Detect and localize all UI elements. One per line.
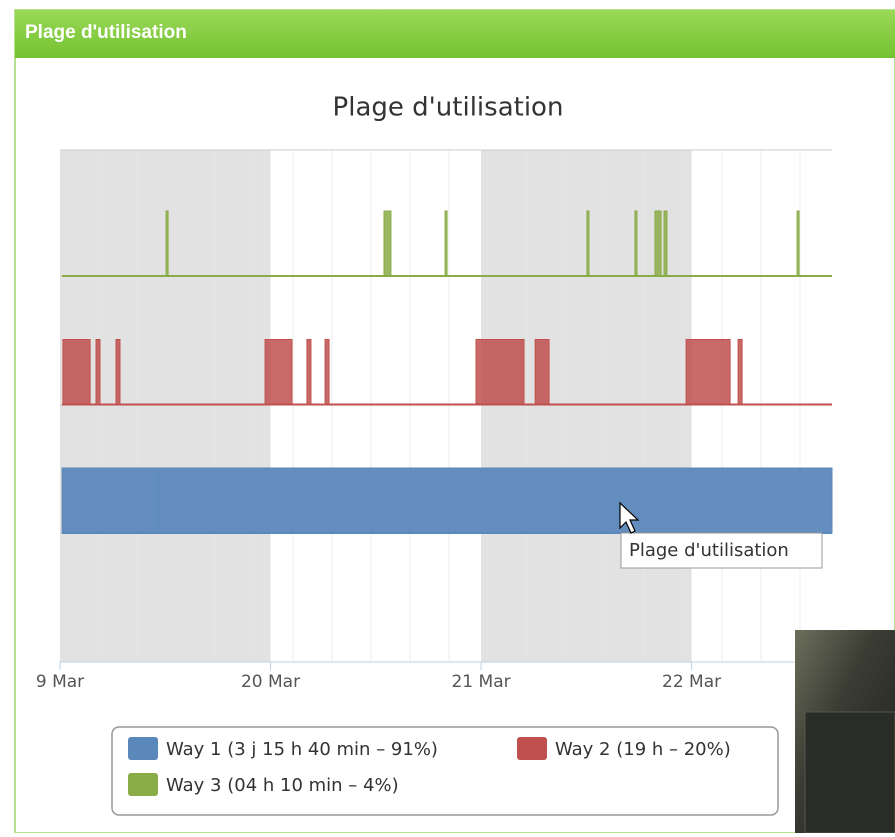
interval [96,340,100,405]
interval [476,340,524,405]
video-screen [805,712,895,833]
interval [664,211,667,276]
interval [166,211,168,276]
interval [797,211,799,276]
interval [63,340,90,405]
interval [587,211,589,276]
legend-label: Way 2 (19 h – 20%) [555,739,731,760]
legend-label: Way 3 (04 h 10 min – 4%) [166,775,399,796]
interval [158,468,832,533]
x-tick-label: 22 Mar [662,672,721,692]
legend-swatch [517,737,547,760]
interval [635,211,637,276]
screen: Plage d'utilisation Plage d'utilisation … [0,0,895,833]
x-tick-label: 9 Mar [36,672,84,692]
interval [307,340,311,405]
legend-swatch [128,773,158,796]
interval [325,340,329,405]
tooltip: Plage d'utilisation [621,533,822,568]
interval [445,211,447,276]
interval [686,340,730,405]
x-tick-label: 21 Mar [451,672,510,692]
interval [384,211,391,276]
interval [655,211,661,276]
interval [62,468,158,533]
tooltip-text: Plage d'utilisation [629,540,789,561]
interval [738,340,742,405]
legend-label: Way 1 (3 j 15 h 40 min – 91%) [166,739,438,760]
interval [535,340,549,405]
interval [116,340,120,405]
x-tick-label: 20 Mar [241,672,300,692]
day-band [60,150,271,662]
chart-title: Plage d'utilisation [333,93,564,123]
legend-swatch [128,737,158,760]
panel-title: Plage d'utilisation [25,22,187,43]
interval [265,340,292,405]
